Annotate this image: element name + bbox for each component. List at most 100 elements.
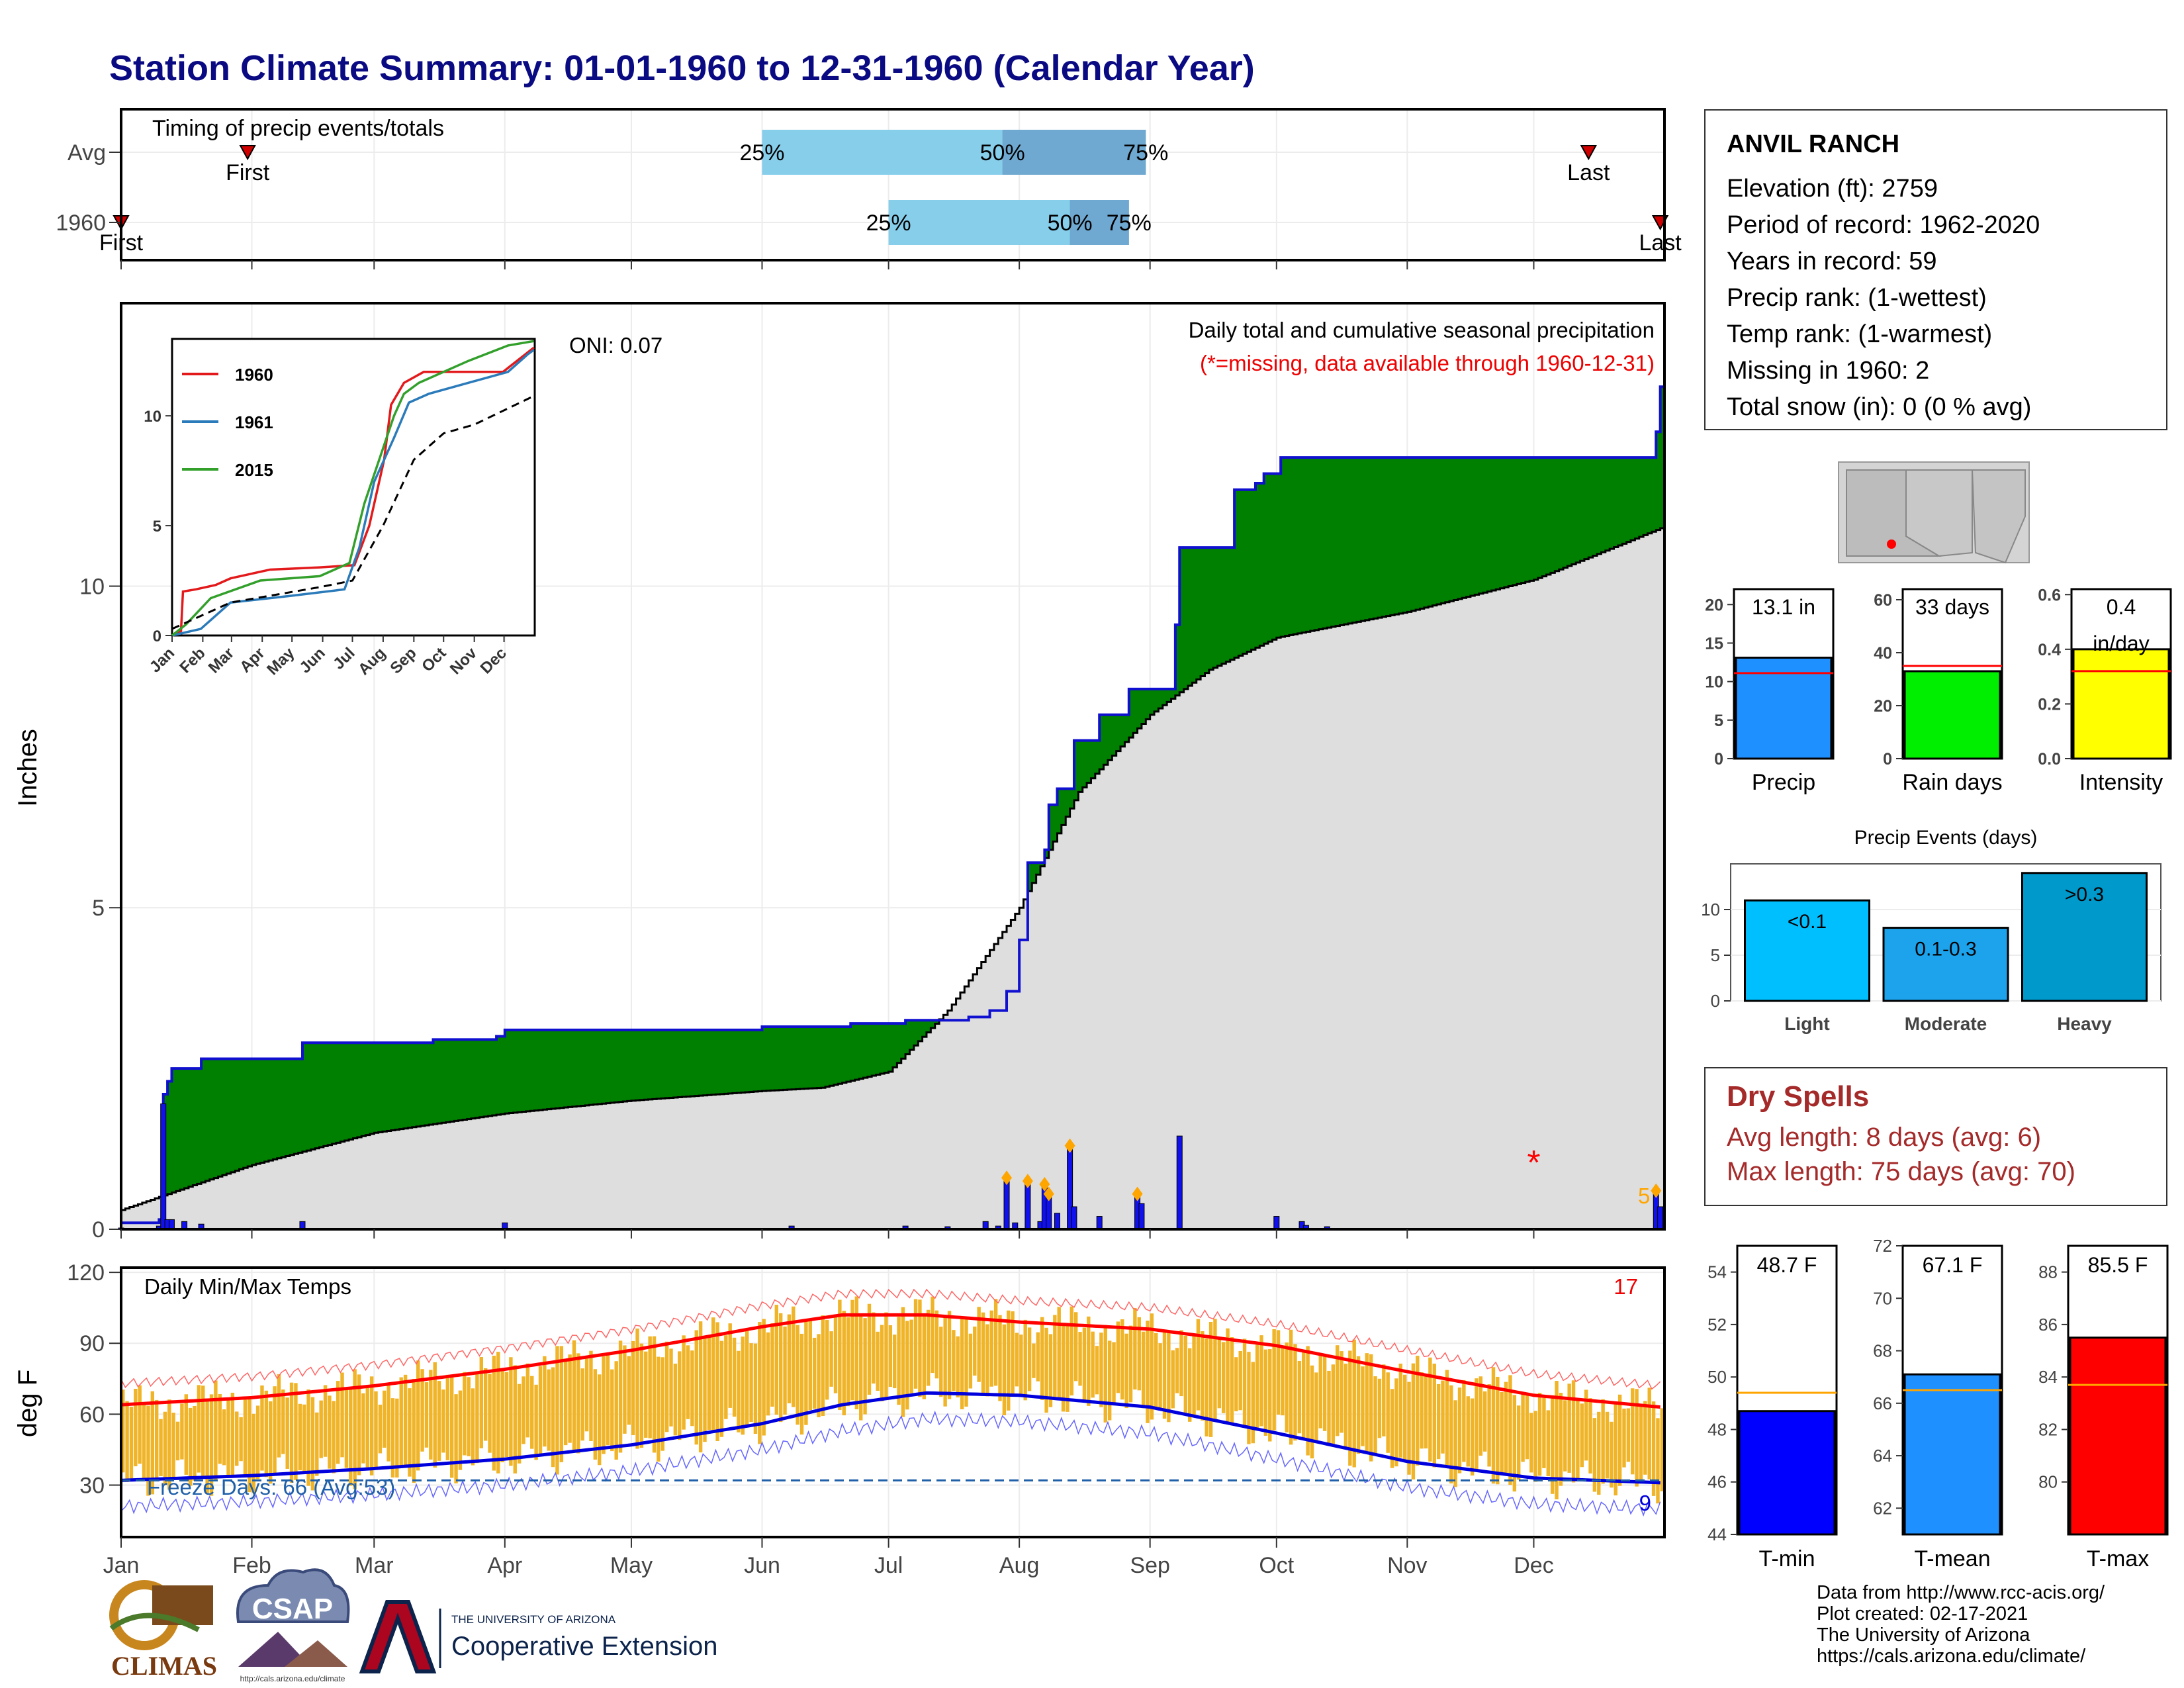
daily-temp-bar bbox=[618, 1340, 623, 1453]
anomaly-band bbox=[171, 1068, 177, 1193]
anomaly-band bbox=[1470, 457, 1475, 596]
anomaly-band bbox=[399, 1043, 404, 1129]
anomaly-band bbox=[230, 1058, 236, 1172]
daily-temp-bar bbox=[538, 1366, 543, 1456]
anomaly-band bbox=[1188, 547, 1193, 686]
event-bar-label: <0.1 bbox=[1788, 911, 1827, 933]
legend-label: 2015 bbox=[235, 460, 273, 480]
tick-label: 50 bbox=[1707, 1367, 1727, 1387]
y-axis-title: deg F bbox=[13, 1370, 42, 1437]
csap-url: http://cals.arizona.edu/climate bbox=[240, 1674, 345, 1683]
anomaly-band bbox=[682, 1029, 687, 1098]
daily-temp-bar bbox=[808, 1319, 812, 1411]
daily-temp-bar bbox=[1230, 1337, 1234, 1423]
anomaly-band bbox=[1651, 457, 1657, 532]
mini-bar bbox=[1735, 657, 1833, 760]
anomaly-band bbox=[1436, 457, 1441, 604]
daily-temp-bar bbox=[154, 1399, 159, 1481]
daily-temp-bar bbox=[1103, 1325, 1107, 1423]
daily-temp-bar bbox=[1441, 1380, 1445, 1454]
page-title: Station Climate Summary: 01-01-1960 to 1… bbox=[109, 48, 1255, 88]
daily-temp-bar bbox=[956, 1336, 960, 1398]
anomaly-band bbox=[1542, 457, 1547, 577]
daily-temp-bar bbox=[703, 1336, 707, 1442]
daily-temp-bar bbox=[395, 1398, 399, 1478]
station-period: Period of record: 1962-2020 bbox=[1727, 211, 2040, 239]
daily-temp-bar bbox=[1192, 1334, 1196, 1416]
daily-temp-bar bbox=[568, 1354, 572, 1443]
tick-label: 80 bbox=[2038, 1472, 2058, 1492]
daily-temp-bar bbox=[1201, 1331, 1205, 1421]
anomaly-band bbox=[884, 1023, 889, 1073]
daily-temp-bar bbox=[201, 1385, 205, 1479]
anomaly-band bbox=[1500, 457, 1505, 588]
daily-temp-bar bbox=[1500, 1392, 1504, 1474]
anomaly-band bbox=[749, 1029, 754, 1092]
credit-line: The University of Arizona bbox=[1817, 1624, 2030, 1646]
daily-temp-bar bbox=[1529, 1413, 1533, 1473]
anomaly-band bbox=[1660, 387, 1665, 529]
anomaly-band bbox=[1242, 489, 1248, 654]
anomaly-band bbox=[808, 1026, 813, 1089]
anomaly-band bbox=[239, 1058, 244, 1170]
month-axis: Jan Feb Mar Apr May Jun Jul Aug Sep Oct Nov Dec bbox=[103, 1229, 1554, 1578]
anomaly-band bbox=[1537, 457, 1543, 579]
anomaly-band bbox=[787, 1026, 792, 1090]
daily-temp-bar bbox=[1610, 1421, 1614, 1488]
anomaly-band bbox=[1617, 457, 1623, 545]
daily-temp-bar bbox=[357, 1374, 361, 1476]
record-min-line bbox=[120, 1410, 1661, 1517]
anomaly-band bbox=[273, 1058, 278, 1160]
anomaly-band bbox=[1221, 547, 1226, 664]
anomaly-band bbox=[1302, 457, 1307, 633]
daily-temp-bar bbox=[273, 1386, 277, 1475]
daily-temp-bar bbox=[1314, 1372, 1318, 1444]
anomaly-band bbox=[235, 1058, 240, 1171]
daily-temp-bar bbox=[1226, 1328, 1230, 1425]
anomaly-band bbox=[1576, 457, 1581, 563]
daily-temp-bar bbox=[1504, 1382, 1508, 1474]
daily-temp-bar bbox=[1183, 1335, 1188, 1413]
daily-temp-bar bbox=[1382, 1364, 1386, 1436]
daily-temp-bar bbox=[504, 1372, 509, 1458]
anomaly-band bbox=[1420, 457, 1425, 609]
daily-temp-bar bbox=[825, 1320, 829, 1400]
daily-temp-bar bbox=[205, 1401, 209, 1493]
daily-temp-bar bbox=[336, 1381, 340, 1464]
anomaly-band bbox=[707, 1029, 712, 1096]
anomaly-band bbox=[1361, 457, 1366, 622]
tbar bbox=[1738, 1410, 1836, 1536]
anomaly-band bbox=[471, 1039, 476, 1119]
daily-temp-bar bbox=[1234, 1357, 1238, 1411]
event-bar-label: >0.3 bbox=[2065, 884, 2104, 906]
daily-temp-bar bbox=[1048, 1334, 1053, 1407]
anomaly-band bbox=[424, 1043, 430, 1125]
tick-label: 20 bbox=[1874, 697, 1892, 716]
anomaly-band bbox=[403, 1043, 408, 1129]
month-label: Jun bbox=[744, 1553, 780, 1578]
daily-temp-bar bbox=[1293, 1344, 1297, 1441]
daily-temp-bar bbox=[614, 1361, 618, 1460]
daily-temp-bar bbox=[867, 1303, 872, 1395]
anomaly-band bbox=[1369, 457, 1374, 620]
anomaly-band bbox=[652, 1029, 657, 1100]
daily-temp-bar bbox=[1479, 1376, 1483, 1456]
daily-temp-bar bbox=[1095, 1346, 1099, 1395]
event-category-label: Moderate bbox=[1905, 1013, 1987, 1034]
anomaly-band bbox=[1285, 457, 1290, 636]
anomaly-band bbox=[1626, 457, 1631, 542]
tbar-value-label: 48.7 F bbox=[1757, 1253, 1817, 1277]
anomaly-band bbox=[1529, 457, 1535, 581]
daily-temp-bar bbox=[483, 1368, 488, 1441]
daily-temp-bar bbox=[682, 1335, 686, 1430]
month-label: Jan bbox=[103, 1553, 140, 1578]
daily-temp-bar bbox=[420, 1369, 424, 1452]
pct-label: 25% bbox=[866, 211, 911, 236]
daily-temp-bar bbox=[1011, 1311, 1015, 1394]
location-map bbox=[1838, 461, 2030, 564]
daily-temp-bar bbox=[509, 1357, 513, 1466]
anomaly-band bbox=[1230, 547, 1235, 660]
daily-temp-bar bbox=[449, 1375, 454, 1478]
mini-value-label: 33 days bbox=[1915, 595, 1989, 619]
last-label: Last bbox=[1639, 230, 1682, 256]
